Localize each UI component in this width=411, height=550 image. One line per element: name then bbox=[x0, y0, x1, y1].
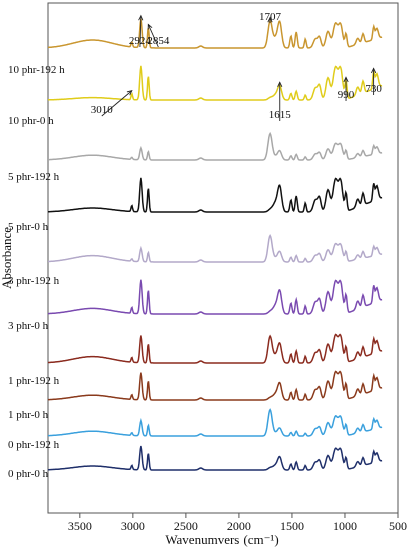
annotation-label-1707: 1707 bbox=[259, 11, 282, 23]
series-label-3-phr-192-h: 3 phr-192 h bbox=[8, 275, 60, 287]
series-line-10-phr-192-h bbox=[48, 18, 383, 49]
annotation-label-2854: 2854 bbox=[147, 35, 170, 47]
x-tick-label-1000: 1000 bbox=[333, 519, 357, 533]
annotation-arrow-2854 bbox=[147, 24, 159, 48]
x-tick-label-1500: 1500 bbox=[280, 519, 304, 533]
series-label-3-phr-0-h: 3 phr-0 h bbox=[8, 320, 49, 332]
x-tick-label-500: 500 bbox=[389, 519, 407, 533]
annotation-arrowhead-1615 bbox=[277, 81, 283, 87]
x-axis-label: Wavenumvers (cm⁻¹) bbox=[165, 532, 278, 547]
series-label-10-phr-0-h: 10 phr-0 h bbox=[8, 115, 54, 127]
plot-frame bbox=[47, 2, 399, 514]
series-label-5-phr-192-h: 5 phr-192 h bbox=[8, 171, 60, 183]
series-labels: 10 phr-192 h 10 phr-0 h 5 phr-192 h 5 phr-0… bbox=[8, 64, 65, 480]
series-line-1-phr-192-h bbox=[48, 333, 383, 364]
annotation-arrowhead-2924 bbox=[138, 14, 144, 21]
annotation-arrowhead-2854 bbox=[147, 23, 153, 30]
x-tick-label-2500: 2500 bbox=[174, 519, 198, 533]
series-line-5-phr-0-h bbox=[48, 177, 383, 213]
annotation-label-3010: 3010 bbox=[91, 104, 114, 116]
y-axis-label: Absorbance bbox=[0, 227, 14, 289]
x-tick-label-3000: 3000 bbox=[121, 519, 145, 533]
series-label-10-phr-192-h: 10 phr-192 h bbox=[8, 64, 65, 76]
series-line-3-phr-0-h bbox=[48, 279, 383, 315]
x-tick-label-3500: 3500 bbox=[68, 519, 92, 533]
annotation-arrowhead-730 bbox=[370, 67, 377, 74]
series-label-1-phr-192-h: 1 phr-192 h bbox=[8, 375, 60, 387]
series-line-5-phr-192-h bbox=[48, 131, 383, 161]
x-axis-label-text: Wavenumvers bbox=[165, 532, 239, 547]
annotation-arrowhead-1707 bbox=[267, 16, 273, 23]
series-line-10-phr-0-h bbox=[48, 65, 383, 101]
x-axis-ticks: 3500 3000 2500 2000 1500 1000 500 bbox=[68, 513, 407, 533]
spectra-group bbox=[48, 18, 383, 471]
series-label-1-phr-0-h: 1 phr-0 h bbox=[8, 409, 49, 421]
series-label-0-phr-0-h: 0 phr-0 h bbox=[8, 468, 49, 480]
series-line-0-phr-192-h bbox=[48, 408, 383, 437]
series-line-1-phr-0-h bbox=[48, 370, 383, 401]
x-tick-label-2000: 2000 bbox=[227, 519, 251, 533]
annotation-arrow-3010 bbox=[101, 90, 133, 117]
x-axis-unit: (cm⁻¹) bbox=[243, 532, 278, 547]
series-label-0-phr-192-h: 0 phr-192 h bbox=[8, 439, 60, 451]
series-line-0-phr-0-h bbox=[48, 445, 383, 471]
series-line-3-phr-192-h bbox=[48, 233, 383, 263]
annotation-arrowhead-3010 bbox=[126, 90, 133, 96]
series-label-5-phr-0-h: 5 phr-0 h bbox=[8, 221, 49, 233]
annotation-arrow-2924 bbox=[139, 15, 142, 48]
annotation-arrowhead-990 bbox=[343, 76, 349, 83]
